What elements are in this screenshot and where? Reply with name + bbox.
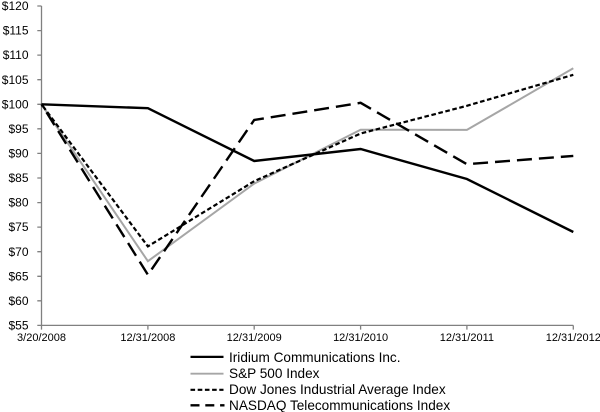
svg-text:Dow Jones Industrial Average I: Dow Jones Industrial Average Index: [229, 382, 446, 397]
svg-text:$70: $70: [8, 245, 28, 259]
svg-text:3/20/2008: 3/20/2008: [17, 332, 66, 344]
svg-text:NASDAQ Telecommunications Inde: NASDAQ Telecommunications Index: [229, 398, 450, 412]
svg-text:Iridium Communications Inc.: Iridium Communications Inc.: [229, 350, 401, 365]
svg-text:12/31/2009: 12/31/2009: [227, 332, 282, 344]
svg-text:$105: $105: [2, 73, 29, 87]
svg-text:$95: $95: [8, 122, 28, 136]
svg-text:$120: $120: [2, 0, 29, 13]
svg-text:$80: $80: [8, 196, 28, 210]
svg-text:$85: $85: [8, 171, 28, 185]
svg-text:$110: $110: [3, 48, 29, 62]
svg-text:12/31/2008: 12/31/2008: [120, 332, 175, 344]
svg-text:$100: $100: [2, 97, 29, 111]
svg-text:$55: $55: [8, 319, 28, 333]
svg-text:S&P 500 Index: S&P 500 Index: [229, 366, 320, 381]
svg-text:$115: $115: [3, 24, 29, 38]
svg-text:$90: $90: [8, 147, 28, 161]
svg-text:12/31/2010: 12/31/2010: [333, 332, 388, 344]
svg-text:$75: $75: [8, 220, 28, 234]
svg-text:12/31/2011: 12/31/2011: [440, 332, 494, 344]
svg-text:$60: $60: [8, 294, 28, 308]
svg-text:12/31/2012: 12/31/2012: [546, 332, 600, 344]
svg-text:$65: $65: [8, 269, 28, 283]
